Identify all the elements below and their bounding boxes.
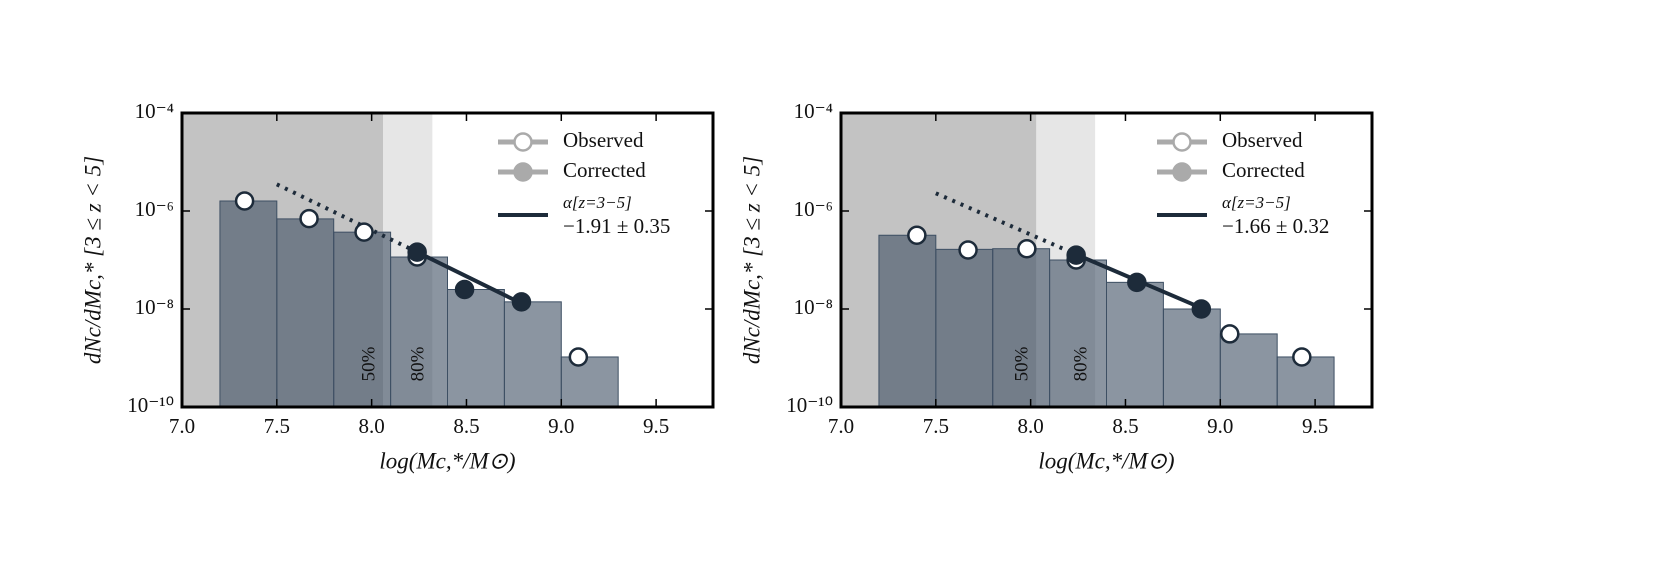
x-tick-label: 7.0 bbox=[169, 414, 195, 438]
data-point bbox=[234, 191, 255, 211]
legend-label: Corrected bbox=[563, 158, 646, 182]
legend-marker bbox=[1172, 132, 1192, 152]
completeness-label: 50% bbox=[358, 346, 379, 381]
data-point bbox=[907, 225, 927, 245]
legend-label: α[z=3−5] bbox=[563, 193, 632, 212]
data-point bbox=[1191, 299, 1212, 319]
legend-label: Corrected bbox=[1222, 158, 1305, 182]
x-tick-label: 9.5 bbox=[1302, 414, 1328, 438]
y-axis-label: dNc/dMc,* [3 ≤ z < 5] bbox=[739, 156, 764, 364]
legend-label: Observed bbox=[563, 128, 644, 152]
bar bbox=[390, 256, 449, 408]
bar bbox=[878, 234, 937, 408]
y-tick-label: 10⁻¹⁰ bbox=[127, 393, 174, 417]
y-tick-label: 10⁻⁸ bbox=[794, 295, 833, 319]
data-point bbox=[568, 347, 589, 367]
bar bbox=[276, 218, 335, 408]
x-tick-label: 9.0 bbox=[548, 414, 574, 438]
x-tick-label: 7.5 bbox=[923, 414, 949, 438]
bar bbox=[1049, 259, 1108, 408]
legend-label: −1.66 ± 0.32 bbox=[1222, 214, 1329, 238]
data-point bbox=[354, 222, 374, 242]
completeness-label: 50% bbox=[1012, 346, 1033, 381]
panel: 50% 80% 7.0 7.5 8.0 8.5 9.0 9.5 10⁻¹⁰ 10⁻⁸ 10⁻⁶ 10⁻… bbox=[80, 99, 715, 473]
y-tick-label: 10⁻⁴ bbox=[794, 99, 833, 123]
y-axis-label: dNc/dMc,* [3 ≤ z < 5] bbox=[80, 156, 105, 364]
completeness-label: 80% bbox=[1070, 346, 1091, 381]
axes-frame bbox=[839, 111, 1374, 409]
fit-line bbox=[416, 250, 523, 306]
data-point bbox=[407, 242, 427, 262]
data-point bbox=[1017, 238, 1037, 259]
data-point bbox=[511, 292, 532, 312]
bar bbox=[447, 289, 505, 408]
x-tick-label: 8.5 bbox=[1112, 414, 1138, 438]
y-tick-label: 10⁻⁴ bbox=[135, 99, 174, 123]
completeness-label: 80% bbox=[408, 346, 429, 381]
axes-frame bbox=[180, 111, 715, 409]
data-point bbox=[299, 208, 319, 229]
bar bbox=[1219, 333, 1278, 408]
bar bbox=[219, 200, 278, 408]
bar bbox=[560, 356, 619, 408]
legend-label: α[z=3−5] bbox=[1222, 193, 1291, 212]
y-tick-label: 10⁻¹⁰ bbox=[786, 393, 833, 417]
x-tick-label: 9.5 bbox=[643, 414, 669, 438]
y-tick-label: 10⁻⁶ bbox=[135, 197, 174, 221]
y-tick-label: 10⁻⁸ bbox=[135, 295, 174, 319]
x-tick-label: 9.0 bbox=[1207, 414, 1233, 438]
data-point bbox=[1220, 324, 1240, 344]
bar bbox=[503, 301, 562, 408]
y-tick-label: 10⁻⁶ bbox=[794, 197, 833, 221]
x-tick-label: 7.0 bbox=[828, 414, 854, 438]
x-tick-label: 8.0 bbox=[1018, 414, 1044, 438]
data-point bbox=[1127, 272, 1147, 293]
bar bbox=[1162, 308, 1221, 408]
data-point bbox=[1066, 245, 1086, 265]
legend-marker bbox=[513, 132, 533, 152]
data-point bbox=[454, 279, 475, 300]
x-tick-label: 8.5 bbox=[453, 414, 479, 438]
legend-label: −1.91 ± 0.35 bbox=[563, 214, 670, 238]
legend-marker bbox=[1172, 162, 1192, 182]
legend-marker bbox=[513, 162, 533, 182]
panel: 50% 80% 7.0 7.5 8.0 8.5 9.0 9.5 10⁻¹⁰ 10⁻⁸ 10⁻⁶ 10⁻… bbox=[739, 99, 1374, 473]
x-axis-label: log(Mc,*/M⊙) bbox=[379, 448, 515, 473]
data-point bbox=[1292, 347, 1312, 367]
x-tick-label: 8.0 bbox=[359, 414, 385, 438]
x-axis-label: log(Mc,*/M⊙) bbox=[1038, 448, 1174, 473]
bar bbox=[935, 248, 994, 408]
bar bbox=[992, 248, 1051, 408]
fit-extrapolation bbox=[935, 191, 1077, 257]
bar bbox=[1106, 281, 1164, 408]
data-point bbox=[958, 240, 978, 260]
legend-label: Observed bbox=[1222, 128, 1303, 152]
x-tick-label: 7.5 bbox=[264, 414, 290, 438]
